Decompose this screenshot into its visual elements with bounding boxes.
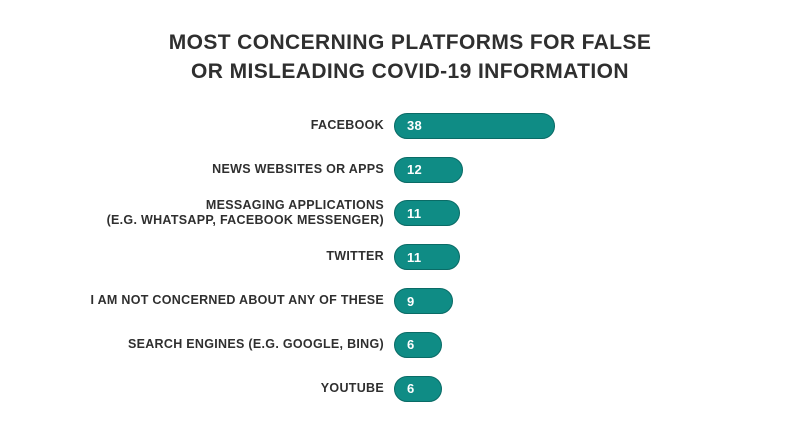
category-label-line: MESSAGING APPLICATIONS (205, 197, 384, 212)
category-label-line: SEARCH ENGINES (E.G. GOOGLE, BING) (127, 337, 384, 352)
bar-value-label: 6 (407, 381, 415, 397)
bar-youtube: 6 (394, 375, 442, 402)
chart-row: NEWS WEBSITES OR APPS 12 (0, 148, 800, 192)
category-label: FACEBOOK (0, 118, 384, 134)
bar-value-label: 38 (407, 118, 423, 134)
chart-title-line2: OR MISLEADING COVID-19 INFORMATION (191, 60, 629, 83)
bar-value-label: 12 (407, 162, 423, 178)
category-label-line: (E.G. WHATSAPP, FACEBOOK MESSENGER) (106, 213, 384, 228)
bar-twitter: 11 (394, 244, 460, 271)
bar-value-label: 6 (407, 337, 415, 353)
chart-row: MESSAGING APPLICATIONS (E.G. WHATSAPP, FA… (0, 192, 800, 236)
category-label: NEWS WEBSITES OR APPS (0, 162, 384, 178)
category-label-line: FACEBOOK (310, 118, 384, 133)
category-label: I AM NOT CONCERNED ABOUT ANY OF THESE (0, 293, 384, 309)
category-label-line: NEWS WEBSITES OR APPS (212, 161, 384, 176)
chart-row: YOUTUBE 6 (0, 367, 800, 411)
bar-facebook: 38 (394, 112, 555, 139)
chart-title-line1: MOST CONCERNING PLATFORMS FOR FALSE (168, 31, 652, 54)
bar-value-label: 11 (407, 205, 422, 221)
chart-title: MOST CONCERNING PLATFORMS FOR FALSE OR M… (90, 28, 730, 86)
category-label: SEARCH ENGINES (E.G. GOOGLE, BING) (0, 337, 384, 353)
bar-news-websites-or-apps: 12 (394, 156, 463, 183)
chart-row: TWITTER 11 (0, 235, 800, 279)
chart-row: I AM NOT CONCERNED ABOUT ANY OF THESE 9 (0, 279, 800, 323)
category-label: TWITTER (0, 249, 384, 265)
bar-value-label: 11 (407, 249, 422, 265)
chart-row: SEARCH ENGINES (E.G. GOOGLE, BING) 6 (0, 323, 800, 367)
category-label-line: I AM NOT CONCERNED ABOUT ANY OF THESE (90, 293, 384, 308)
category-label-line: YOUTUBE (320, 380, 384, 395)
bar-i-am-not-concerned-about-any-of-these: 9 (394, 288, 453, 315)
bar-messaging-applications-e-g-whatsapp-facebook-messenger: 11 (394, 200, 460, 227)
category-label-line: TWITTER (326, 249, 384, 264)
category-label: MESSAGING APPLICATIONS (E.G. WHATSAPP, FA… (0, 198, 384, 229)
bar-chart: FACEBOOK 38 NEWS WEBSITES OR APPS 12 MESSAGI… (0, 104, 800, 411)
chart-row: FACEBOOK 38 (0, 104, 800, 148)
bar-value-label: 9 (407, 293, 415, 309)
bar-search-engines-e-g-google-bing: 6 (394, 331, 442, 358)
category-label: YOUTUBE (0, 381, 384, 397)
